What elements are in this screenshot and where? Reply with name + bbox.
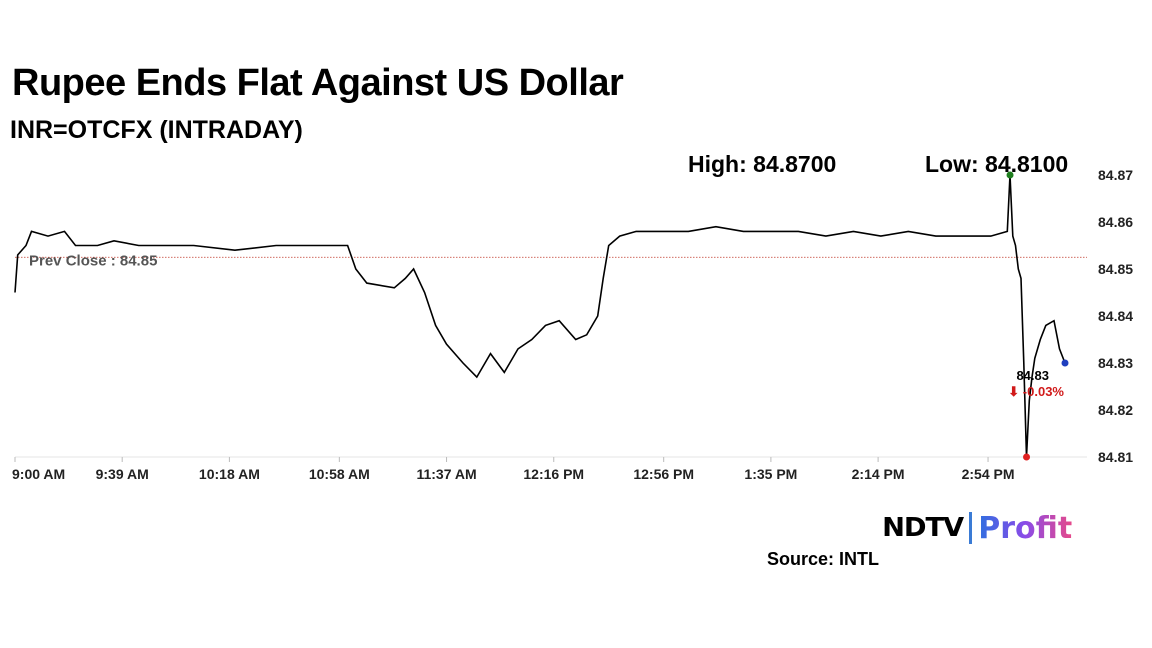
brand-ndtv: NDTV <box>882 513 964 543</box>
x-tick-label: 12:56 PM <box>633 466 694 482</box>
x-tick-label: 2:54 PM <box>962 466 1015 482</box>
last-value-label: 84.83 <box>1016 368 1049 383</box>
y-tick-label: 84.85 <box>1098 261 1133 277</box>
low-marker <box>1023 453 1031 461</box>
x-tick-label: 9:00 AM <box>12 466 65 482</box>
source-note: Source: INTL <box>767 549 880 569</box>
x-tick-label: 10:18 AM <box>199 466 260 482</box>
x-tick-label: 12:16 PM <box>523 466 584 482</box>
ndtv-profit-logo: NDTV Profit <box>882 510 1073 546</box>
high-label: High: 84.8700 <box>688 151 837 177</box>
last-value-marker <box>1061 359 1069 367</box>
y-tick-label: 84.86 <box>1098 214 1133 230</box>
low-label: Low: 84.8100 <box>925 151 1069 177</box>
x-tick-label: 9:39 AM <box>96 466 149 482</box>
y-tick-label: 84.83 <box>1098 355 1133 371</box>
chart-subtitle: INR=OTCFX (INTRADAY) <box>10 116 303 144</box>
change-percent-label: ⬇ -0.03% <box>1008 384 1064 399</box>
y-tick-label: 84.84 <box>1098 308 1133 324</box>
brand-profit: Profit <box>978 510 1073 546</box>
chart-title: Rupee Ends Flat Against US Dollar <box>12 62 624 104</box>
y-tick-label: 84.87 <box>1098 167 1133 183</box>
x-tick-label: 1:35 PM <box>744 466 797 482</box>
brand-divider <box>969 512 973 544</box>
x-tick-label: 11:37 AM <box>416 466 476 482</box>
y-tick-label: 84.81 <box>1098 449 1133 465</box>
price-line <box>14 174 1066 458</box>
prev-close-label: Prev Close : 84.85 <box>29 252 157 269</box>
y-tick-label: 84.82 <box>1098 402 1133 418</box>
x-tick-label: 10:58 AM <box>309 466 370 482</box>
x-tick-label: 2:14 PM <box>852 466 905 482</box>
high-marker <box>1006 171 1014 179</box>
